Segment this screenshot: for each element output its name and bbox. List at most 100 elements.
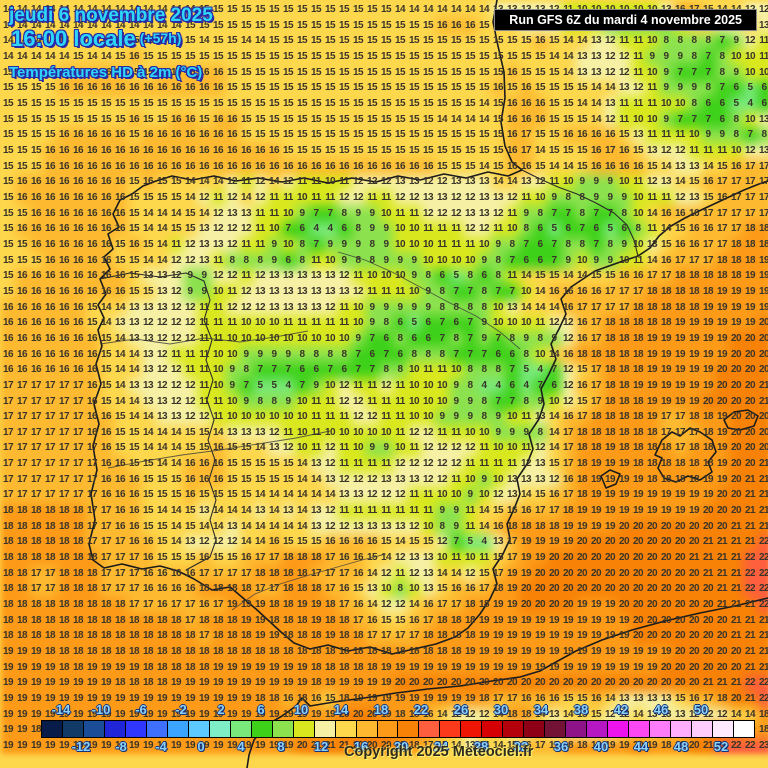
temp-value: 19 (338, 677, 350, 689)
temp-value: 8 (635, 223, 641, 235)
temp-value: 11 (661, 191, 671, 203)
temp-value: 12 (422, 473, 434, 485)
temp-value: 17 (716, 238, 728, 250)
temp-value: 7 (677, 66, 683, 78)
temp-value: 19 (2, 724, 14, 736)
temp-value: 10 (688, 129, 700, 141)
temp-value: 18 (156, 646, 168, 658)
temp-value: 5 (411, 317, 417, 329)
temp-value: 18 (282, 630, 294, 642)
temp-value: 13 (646, 708, 658, 720)
temp-value: 16 (16, 285, 28, 297)
temp-value: 15 (16, 113, 28, 125)
temp-value: 16 (100, 144, 112, 156)
temp-value: 16 (44, 238, 56, 250)
temp-value: 20 (716, 520, 728, 532)
temp-value: 19 (520, 614, 532, 626)
temp-value: 18 (100, 646, 112, 658)
temp-value: 16 (86, 160, 98, 172)
temp-value: 12 (170, 379, 182, 391)
temp-value: 14 (212, 426, 224, 438)
temp-value: 11 (325, 395, 335, 407)
temp-value: 16 (86, 223, 98, 235)
temp-value: 20 (618, 536, 630, 548)
temp-value: 13 (478, 207, 490, 219)
temp-value: 18 (268, 599, 280, 611)
temp-value: 15 (240, 19, 252, 31)
temp-value: 11 (213, 411, 223, 423)
temp-value: 15 (478, 35, 490, 47)
temp-value: 12 (702, 708, 714, 720)
temp-value: 10 (324, 176, 336, 188)
scale-label: 36 (553, 739, 569, 754)
temp-value: 20 (562, 583, 574, 595)
temp-value: 18 (562, 740, 574, 752)
temp-value: 14 (156, 254, 168, 266)
temp-value: 14 (562, 66, 574, 78)
temp-value: 15 (352, 66, 364, 78)
temp-value: 11 (409, 442, 419, 454)
temp-value: 16 (212, 458, 224, 470)
temp-value: 10 (366, 270, 378, 282)
temp-value: 20 (660, 552, 672, 564)
temp-value: 20 (758, 332, 768, 344)
temp-value: 16 (58, 129, 70, 141)
temp-value: 16 (562, 301, 574, 313)
temp-value: 8 (439, 301, 445, 313)
temp-value: 10 (394, 223, 406, 235)
temp-value: 7 (509, 285, 515, 297)
temp-value: 18 (44, 505, 56, 517)
temp-value: 20 (562, 552, 574, 564)
temp-value: 14 (282, 520, 294, 532)
temp-value: 14 (478, 740, 490, 752)
temp-value: 18 (310, 630, 322, 642)
temp-value: 16 (58, 254, 70, 266)
temp-value: 17 (674, 254, 686, 266)
temp-value: 19 (240, 708, 252, 720)
temp-value: 18 (2, 599, 14, 611)
temp-value: 16 (702, 176, 714, 188)
temp-value: 18 (702, 442, 714, 454)
temp-value: 18 (366, 646, 378, 658)
temp-value: 22 (758, 567, 768, 579)
temp-value: 19 (702, 301, 714, 313)
scale-cell (250, 721, 272, 737)
temp-value: 18 (450, 630, 462, 642)
temp-value: 20 (660, 567, 672, 579)
temp-value: 12 (184, 317, 196, 329)
temp-value: 19 (156, 708, 168, 720)
temp-value: 15 (2, 254, 14, 266)
temp-value: 9 (579, 176, 585, 188)
temp-value: 17 (254, 552, 266, 564)
temp-value: 10 (380, 207, 392, 219)
temp-value: 14 (478, 97, 490, 109)
temp-value: 6 (299, 223, 305, 235)
temp-value: 10 (548, 395, 560, 407)
temp-value: 16 (114, 285, 126, 297)
temp-value: 13 (632, 693, 644, 705)
temp-value: 17 (30, 426, 42, 438)
temp-value: 10 (408, 411, 420, 423)
temp-value: 12 (198, 191, 210, 203)
temp-value: 19 (170, 708, 182, 720)
temp-value: 6 (719, 113, 725, 125)
temp-value: 15 (422, 66, 434, 78)
temp-value: 13 (590, 50, 602, 62)
temp-value: 15 (156, 113, 168, 125)
temp-value: 16 (576, 332, 588, 344)
temp-value: 11 (381, 505, 391, 517)
temp-value: 12 (464, 223, 476, 235)
temp-value: 10 (394, 238, 406, 250)
temp-value: 10 (450, 254, 462, 266)
temp-value: 11 (353, 505, 363, 517)
temp-value: 12 (450, 207, 462, 219)
temp-value: 17 (86, 473, 98, 485)
temp-value: 18 (618, 395, 630, 407)
temp-value: 19 (352, 693, 364, 705)
temp-value: 13 (142, 332, 154, 344)
temp-value: 8 (341, 348, 347, 360)
temp-value: 17 (674, 442, 686, 454)
temp-value: 18 (590, 426, 602, 438)
temp-value: 14 (86, 35, 98, 47)
temp-value: 12 (170, 285, 182, 297)
